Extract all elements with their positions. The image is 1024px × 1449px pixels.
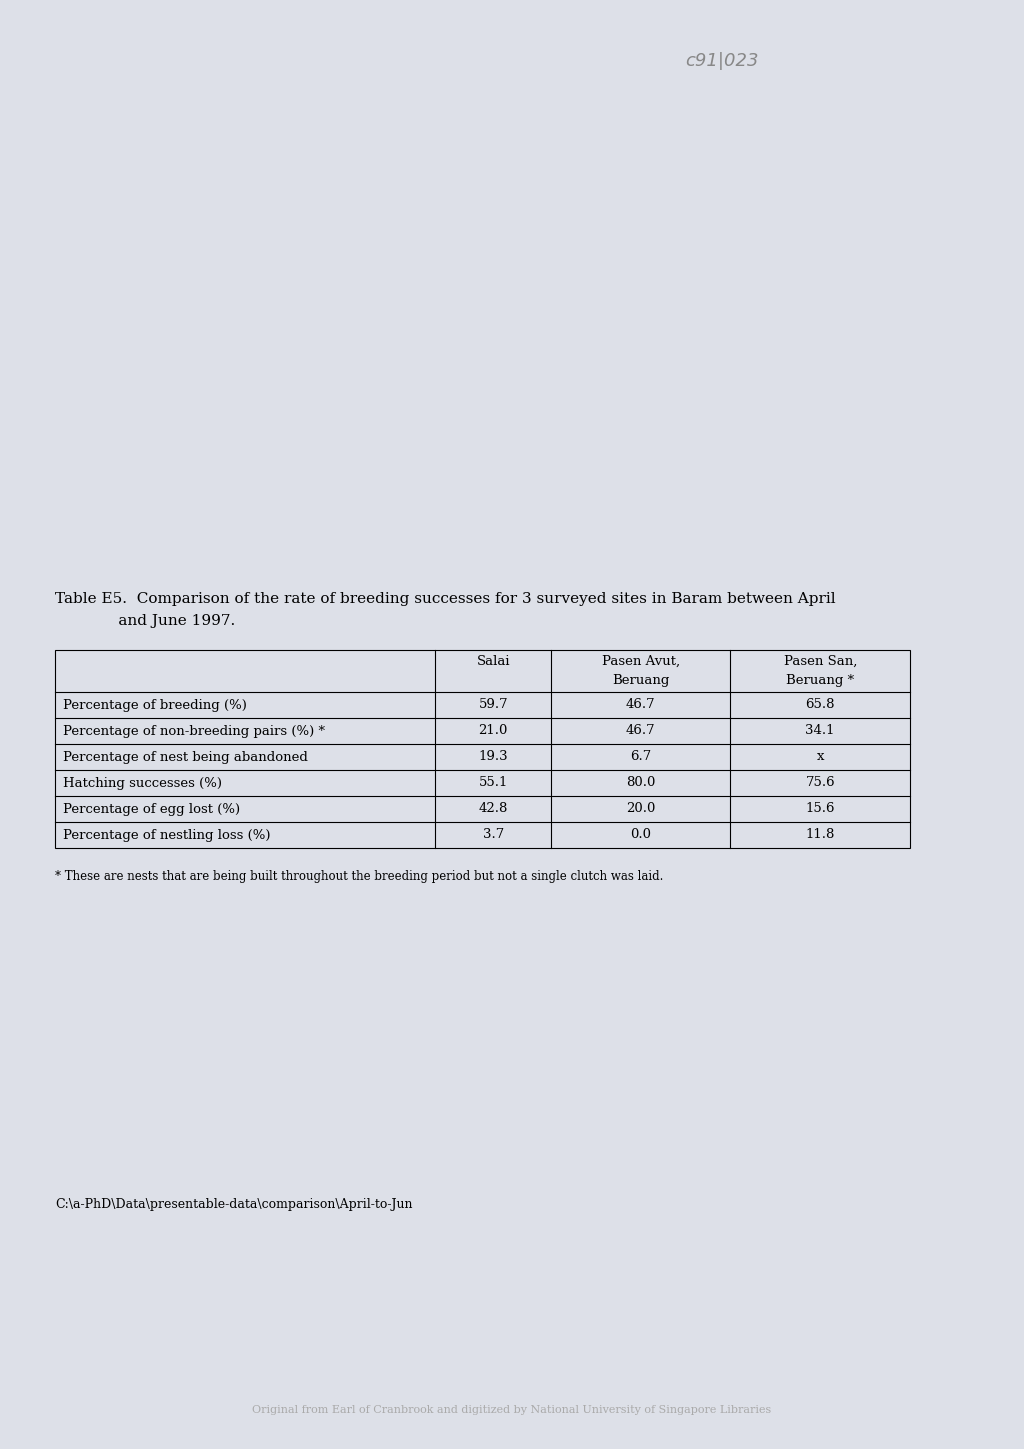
Text: 46.7: 46.7 bbox=[626, 698, 655, 711]
Text: * These are nests that are being built throughout the breeding period but not a : * These are nests that are being built t… bbox=[55, 869, 664, 882]
Text: Percentage of nest being abandoned: Percentage of nest being abandoned bbox=[63, 751, 308, 764]
Text: 0.0: 0.0 bbox=[630, 829, 651, 842]
Text: 65.8: 65.8 bbox=[806, 698, 835, 711]
Text: Pasen San,: Pasen San, bbox=[783, 655, 857, 668]
Text: and June 1997.: and June 1997. bbox=[55, 614, 236, 627]
Text: Percentage of non-breeding pairs (%) *: Percentage of non-breeding pairs (%) * bbox=[63, 724, 325, 738]
Text: 42.8: 42.8 bbox=[478, 803, 508, 816]
Text: 3.7: 3.7 bbox=[482, 829, 504, 842]
Text: Beruang *: Beruang * bbox=[786, 674, 854, 687]
Text: Salai: Salai bbox=[476, 655, 510, 668]
Text: 15.6: 15.6 bbox=[806, 803, 835, 816]
Text: x: x bbox=[816, 751, 824, 764]
Text: 46.7: 46.7 bbox=[626, 724, 655, 738]
Text: Table E5.  Comparison of the rate of breeding successes for 3 surveyed sites in : Table E5. Comparison of the rate of bree… bbox=[55, 593, 836, 606]
Text: Hatching successes (%): Hatching successes (%) bbox=[63, 777, 222, 790]
Text: C:\a-PhD\Data\presentable-data\comparison\April-to-Jun: C:\a-PhD\Data\presentable-data\compariso… bbox=[55, 1198, 413, 1211]
Text: 34.1: 34.1 bbox=[806, 724, 835, 738]
Text: Percentage of breeding (%): Percentage of breeding (%) bbox=[63, 698, 247, 711]
Text: 21.0: 21.0 bbox=[478, 724, 508, 738]
Text: c91|023: c91|023 bbox=[685, 52, 759, 70]
Text: Percentage of egg lost (%): Percentage of egg lost (%) bbox=[63, 803, 240, 816]
Text: 11.8: 11.8 bbox=[806, 829, 835, 842]
Text: Original from Earl of Cranbrook and digitized by National University of Singapor: Original from Earl of Cranbrook and digi… bbox=[252, 1406, 772, 1416]
Bar bbox=[55, 651, 910, 848]
Text: 6.7: 6.7 bbox=[630, 751, 651, 764]
Text: 59.7: 59.7 bbox=[478, 698, 508, 711]
Text: Pasen Avut,: Pasen Avut, bbox=[602, 655, 680, 668]
Text: 19.3: 19.3 bbox=[478, 751, 508, 764]
Text: 55.1: 55.1 bbox=[478, 777, 508, 790]
Text: 80.0: 80.0 bbox=[626, 777, 655, 790]
Text: Percentage of nestling loss (%): Percentage of nestling loss (%) bbox=[63, 829, 270, 842]
Text: 75.6: 75.6 bbox=[806, 777, 835, 790]
Text: 20.0: 20.0 bbox=[626, 803, 655, 816]
Text: Beruang: Beruang bbox=[612, 674, 670, 687]
